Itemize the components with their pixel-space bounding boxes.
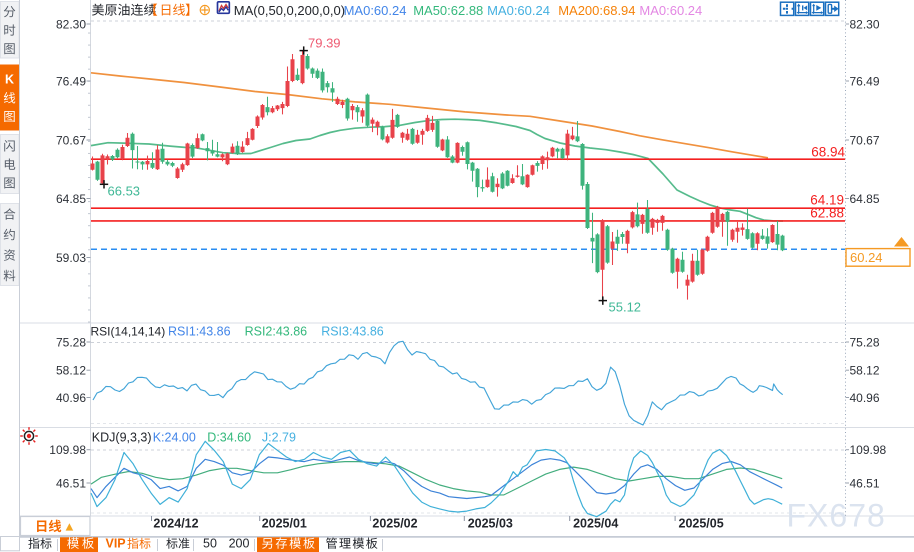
svg-text:K:24.00: K:24.00: [153, 430, 196, 444]
svg-text:68.94: 68.94: [811, 145, 845, 160]
svg-text:109.98: 109.98: [49, 443, 86, 457]
svg-text:64.85: 64.85: [56, 192, 86, 206]
svg-text:MA200:68.94: MA200:68.94: [558, 3, 635, 18]
svg-text:200: 200: [229, 537, 250, 551]
svg-text:76.49: 76.49: [850, 74, 880, 88]
svg-text:RSI2:43.86: RSI2:43.86: [245, 325, 308, 339]
svg-text:2025/04: 2025/04: [573, 517, 618, 531]
svg-text:MA0:60.24: MA0:60.24: [487, 3, 550, 18]
svg-text:75.28: 75.28: [850, 335, 880, 349]
svg-text:79.39: 79.39: [308, 36, 341, 51]
svg-text:58.12: 58.12: [850, 364, 880, 378]
svg-text:J:2.79: J:2.79: [262, 430, 296, 444]
svg-text:66.53: 66.53: [108, 184, 141, 199]
svg-text:RSI(14,14,14): RSI(14,14,14): [91, 325, 166, 339]
svg-text:82.30: 82.30: [850, 17, 880, 31]
svg-text:RSI3:43.86: RSI3:43.86: [321, 325, 384, 339]
svg-text:40.96: 40.96: [56, 391, 86, 405]
svg-text:62.88: 62.88: [810, 206, 844, 221]
svg-text:60.24: 60.24: [850, 250, 883, 265]
svg-text:58.12: 58.12: [56, 364, 86, 378]
svg-text:59.03: 59.03: [56, 251, 86, 265]
svg-text:MA(0,50,0,200,0,0): MA(0,50,0,200,0,0): [234, 3, 345, 18]
svg-text:MA50:62.88: MA50:62.88: [413, 3, 483, 18]
svg-text:2025/05: 2025/05: [679, 517, 724, 531]
svg-text:RSI1:43.86: RSI1:43.86: [168, 325, 231, 339]
svg-text:64.85: 64.85: [850, 192, 880, 206]
svg-text:55.12: 55.12: [609, 300, 642, 315]
svg-text:MA0:60.24: MA0:60.24: [344, 3, 407, 18]
svg-text:2025/02: 2025/02: [372, 517, 417, 531]
svg-text:MA0:60.24: MA0:60.24: [639, 3, 702, 18]
svg-text:D:34.60: D:34.60: [207, 430, 251, 444]
svg-text:VIP: VIP: [106, 537, 126, 551]
svg-text:2025/01: 2025/01: [262, 517, 307, 531]
svg-text:75.28: 75.28: [56, 335, 86, 349]
svg-text:50: 50: [203, 537, 217, 551]
svg-text:2025/03: 2025/03: [468, 517, 513, 531]
svg-text:109.98: 109.98: [850, 443, 887, 457]
svg-text:KDJ(9,3,3): KDJ(9,3,3): [92, 430, 152, 444]
svg-text:40.96: 40.96: [850, 391, 880, 405]
svg-text:64.19: 64.19: [810, 193, 844, 208]
svg-text:70.67: 70.67: [56, 133, 86, 147]
svg-text:46.51: 46.51: [56, 476, 86, 490]
svg-text:70.67: 70.67: [850, 133, 880, 147]
svg-text:FX678: FX678: [787, 498, 886, 534]
svg-text:2024/12: 2024/12: [153, 517, 198, 531]
svg-text:82.30: 82.30: [56, 17, 86, 31]
svg-text:K: K: [5, 73, 14, 87]
svg-text:46.51: 46.51: [850, 476, 880, 490]
svg-text:76.49: 76.49: [56, 74, 86, 88]
